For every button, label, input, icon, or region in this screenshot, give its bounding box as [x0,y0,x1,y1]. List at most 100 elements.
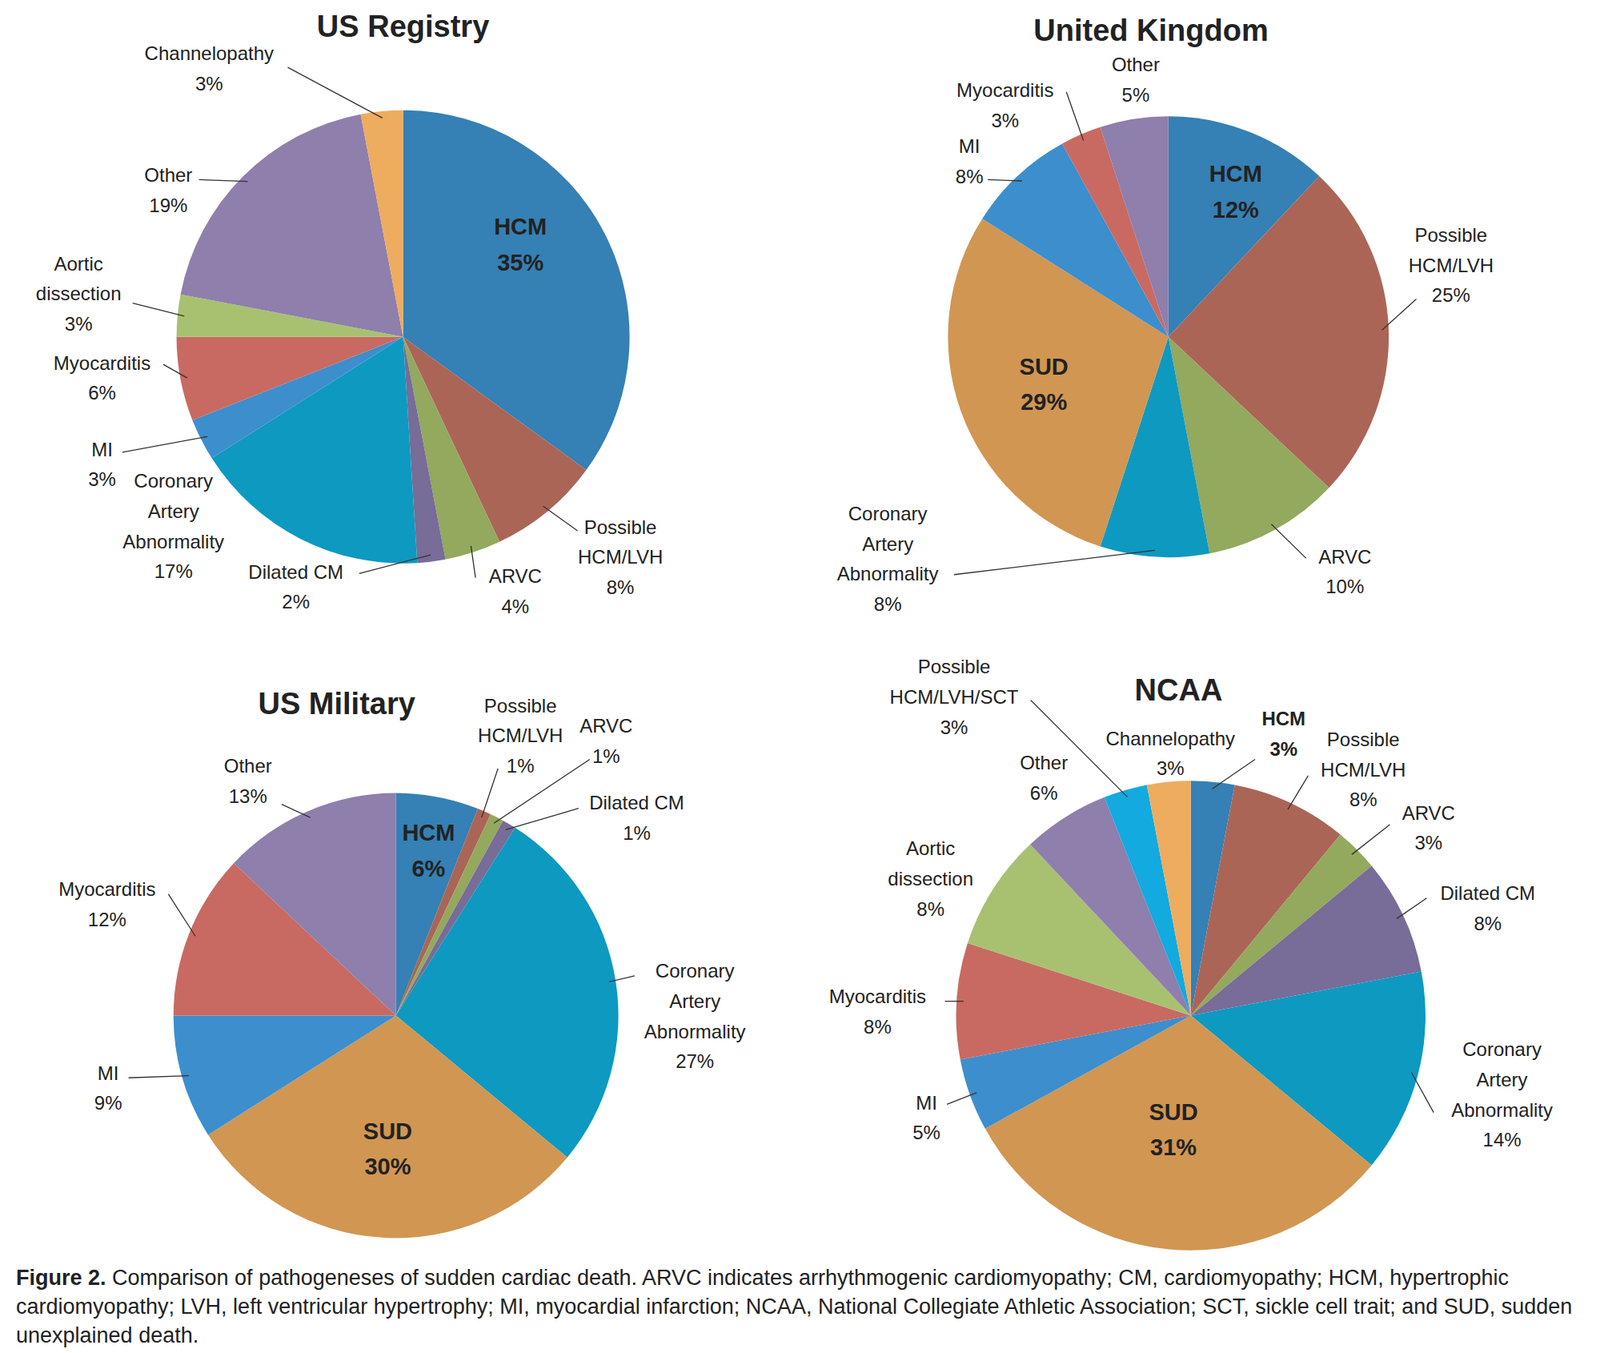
pie-chart: US Registry HCM 35% PossibleHCM/LVH 8% ARVC 4%… [36,9,663,618]
value-label: 8% [1349,788,1378,811]
leader-line [946,1092,977,1105]
leader-line [132,303,185,317]
slice-label: ARVC [1402,802,1456,824]
chart-title: US Military [258,686,416,721]
slices [956,780,1426,1250]
value-label: 3% [1414,831,1443,854]
slice-label: ARVC [579,714,633,737]
leader-line [470,545,476,578]
slice-label: Dilated CM [248,561,344,583]
slice-label: Myocarditis [58,878,156,900]
value-label: 19% [148,194,188,217]
value-label: 3% [88,468,117,490]
value-label: 8% [874,593,903,615]
slice-label: Other [1019,751,1068,774]
leader-line [1411,1071,1434,1112]
slice-label: HCM [1261,707,1306,730]
leader-line [359,554,431,574]
slice-label: CoronaryArteryAbnormality [644,959,746,1042]
value-label: 5% [1122,84,1151,106]
value-label: 30% [364,1153,411,1179]
value-label: 25% [1431,284,1471,306]
leader-line [505,808,579,831]
slice-label: PossibleHCM/LVH [1408,224,1494,277]
value-label: 13% [228,785,268,807]
caption: Figure 2. Comparison of pathogeneses of … [16,1263,1585,1350]
value-label: 1% [622,822,651,844]
value-label: 4% [501,595,530,618]
chart-title: United Kingdom [1033,13,1268,48]
leader-line [493,759,590,824]
value-label: 10% [1325,575,1364,598]
value-label: 8% [606,576,635,598]
caption-text: Comparison of pathogeneses of sudden car… [16,1265,1572,1348]
pie-chart: US MilitaryHCM6%PossibleHCM/LVH1%ARVC1%D… [58,686,746,1238]
slices [176,110,630,564]
leader-line [122,436,208,452]
slice-label: HCM [493,213,547,240]
slices [947,116,1389,558]
slice-label: CoronaryArteryAbnormality [837,502,939,585]
leader-line [1287,775,1309,810]
slice-label: Dilated CM [1439,882,1536,904]
pie-chart: NCAAHCM3%PossibleHCM/LVH8%ARVC3%Dilated … [829,655,1553,1250]
slice-label: Other [1111,53,1160,76]
value-label: 35% [497,249,544,276]
slice-label: SUD [1019,353,1069,380]
value-label: 29% [1020,388,1067,415]
slice-label: Other [144,164,193,186]
labels: HCM 3% PossibleHCM/LVH 8% ARVC 3% Dilated CM 8%… [829,655,1553,1160]
leader-line [945,1000,964,1002]
slice-label: MI [91,438,113,461]
leader-line [163,364,188,378]
figure: US Registry HCM 35% PossibleHCM/LVH 8% ARVC 4%… [0,0,1600,1261]
leader-line [1271,524,1306,559]
value-label: 27% [675,1050,714,1072]
slice-label: PossibleHCM/LVH/SCT [890,655,1019,708]
caption-label: Figure 2. [16,1265,107,1290]
slice-label: PossibleHCM/LVH [577,516,663,569]
value-label: 6% [411,855,446,882]
slices [173,793,619,1239]
leader-line [481,768,498,818]
value-label: 3% [64,312,93,335]
slice-label: Other [224,754,273,777]
leader-line [1212,759,1256,790]
slice-label: PossibleHCM/LVH [1320,728,1406,781]
slice-label: ARVC [489,565,542,587]
value-label: 8% [1473,912,1502,935]
chart-title: US Registry [316,9,490,44]
leader-line [1382,299,1417,331]
slice-label: SUD [363,1118,413,1144]
value-label: 12% [1212,196,1260,223]
slice-label: Myocarditis [956,79,1054,101]
slice-label: Aorticdissection [887,837,974,890]
labels: HCM12%PossibleHCM/LVH25%ARVC10%CoronaryA… [837,53,1494,615]
value-label: 6% [88,381,117,404]
slice-label: MI [915,1091,938,1114]
leader-line [987,179,1023,181]
value-label: 3% [195,72,224,95]
value-label: 31% [1150,1134,1197,1160]
pie-chart: United KingdomHCM12%PossibleHCM/LVH25%AR… [837,13,1494,615]
value-label: 2% [281,590,310,613]
leader-line [1066,92,1083,141]
value-label: 3% [990,109,1019,132]
pie-slice [1146,780,1191,1015]
labels: HCM 35% PossibleHCM/LVH 8% ARVC 4% Dilated CM 2… [36,42,663,617]
slice-label: Channelopathy [144,42,274,65]
slice-label: HCM [1209,160,1263,187]
leader-line [1351,824,1390,855]
value-label: 8% [916,898,945,920]
labels: HCM6%PossibleHCM/LVH1%ARVC1%Dilated CM1%… [58,694,746,1180]
pie-slice [233,793,397,1016]
value-label: 17% [154,560,193,582]
leader-line [168,894,196,936]
leader-line [281,804,311,818]
space [106,1265,113,1290]
value-label: 3% [940,716,969,738]
pie-slice [1100,116,1169,337]
leader-line [199,179,249,181]
leader-line [288,67,383,118]
slice-label: SUD [1148,1098,1198,1125]
